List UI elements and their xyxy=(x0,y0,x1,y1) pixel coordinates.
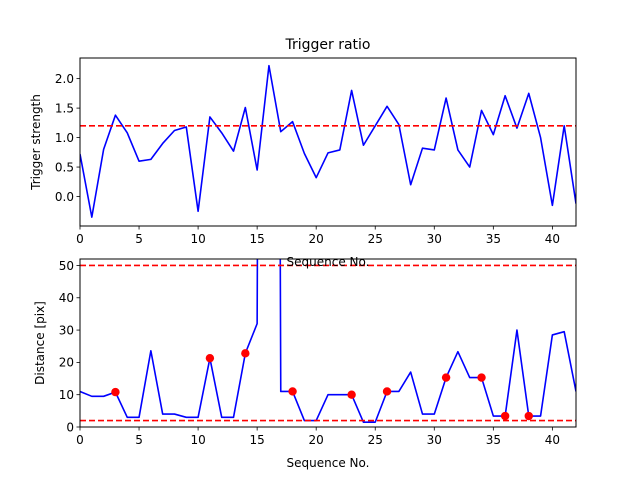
top-x-ticks: 0 5 10 15 20 25 30 35 40 xyxy=(76,226,560,246)
x-tick-label: 10 xyxy=(190,433,205,447)
x-tick-label: 35 xyxy=(486,232,501,246)
bottom-y-ticks: 0 10 20 30 40 50 xyxy=(59,259,80,434)
top-axes-frame xyxy=(79,57,577,227)
top-y-ticks: 0.0 0.5 1.0 1.5 2.0 xyxy=(55,72,80,204)
data-point-marker xyxy=(477,373,486,382)
data-point-marker xyxy=(205,353,215,363)
x-tick-label: 0 xyxy=(76,232,84,246)
bottom-subplot: 0 5 10 15 20 25 30 35 40 0 10 20 30 40 50 Distance [p… xyxy=(33,258,577,470)
data-point-marker xyxy=(500,411,510,421)
y-tick-label: 30 xyxy=(59,323,74,337)
x-tick-label: 0 xyxy=(76,433,84,447)
y-tick-label: 0 xyxy=(66,420,74,434)
y-tick-label: 1.5 xyxy=(55,101,74,115)
data-point-marker xyxy=(288,387,297,396)
x-tick-label: 30 xyxy=(427,433,442,447)
y-tick-label: 2.0 xyxy=(55,72,74,86)
bottom-x-axis-label: Sequence No. xyxy=(287,456,370,470)
y-tick-label: 0.5 xyxy=(55,160,74,174)
y-tick-label: 0.0 xyxy=(55,190,74,204)
bottom-plot-area xyxy=(80,259,576,423)
x-tick-label: 25 xyxy=(368,433,383,447)
y-tick-label: 40 xyxy=(59,291,74,305)
x-tick-label: 5 xyxy=(135,232,143,246)
bottom-x-ticks: 0 5 10 15 20 25 30 35 40 xyxy=(76,427,560,447)
y-tick-label: 1.0 xyxy=(55,131,74,145)
y-tick-label: 10 xyxy=(59,388,74,402)
x-tick-label: 30 xyxy=(427,232,442,246)
x-tick-label: 25 xyxy=(368,232,383,246)
data-point-marker xyxy=(241,349,250,358)
data-point-marker xyxy=(441,373,451,382)
bottom-axes-frame xyxy=(79,258,577,428)
top-subplot: Trigger ratio 0 5 10 15 20 25 30 35 40 0.0 0.5 1.0… xyxy=(29,37,577,246)
x-tick-label: 20 xyxy=(309,232,324,246)
data-point-marker xyxy=(524,411,533,421)
y-tick-label: 20 xyxy=(59,356,74,370)
x-tick-label: 20 xyxy=(309,433,324,447)
data-point-marker xyxy=(347,390,356,399)
data-point-marker xyxy=(382,387,392,396)
bottom-y-axis-label: Distance [pix] xyxy=(33,301,47,385)
series-line xyxy=(80,259,576,423)
x-tick-label: 15 xyxy=(250,433,265,447)
top-chart-title: Trigger ratio xyxy=(284,37,370,53)
series-line xyxy=(80,64,576,218)
x-tick-label: 40 xyxy=(545,433,560,447)
x-tick-label: 35 xyxy=(486,433,501,447)
y-tick-label: 50 xyxy=(59,259,74,273)
top-y-axis-label: Trigger strength xyxy=(29,94,43,191)
x-tick-label: 15 xyxy=(250,232,265,246)
x-tick-label: 10 xyxy=(190,232,205,246)
x-tick-label: 5 xyxy=(135,433,143,447)
data-point-marker xyxy=(111,387,120,397)
top-x-axis-label: Sequence No. xyxy=(287,255,370,269)
top-plot-area xyxy=(80,64,576,218)
x-tick-label: 40 xyxy=(545,232,560,246)
